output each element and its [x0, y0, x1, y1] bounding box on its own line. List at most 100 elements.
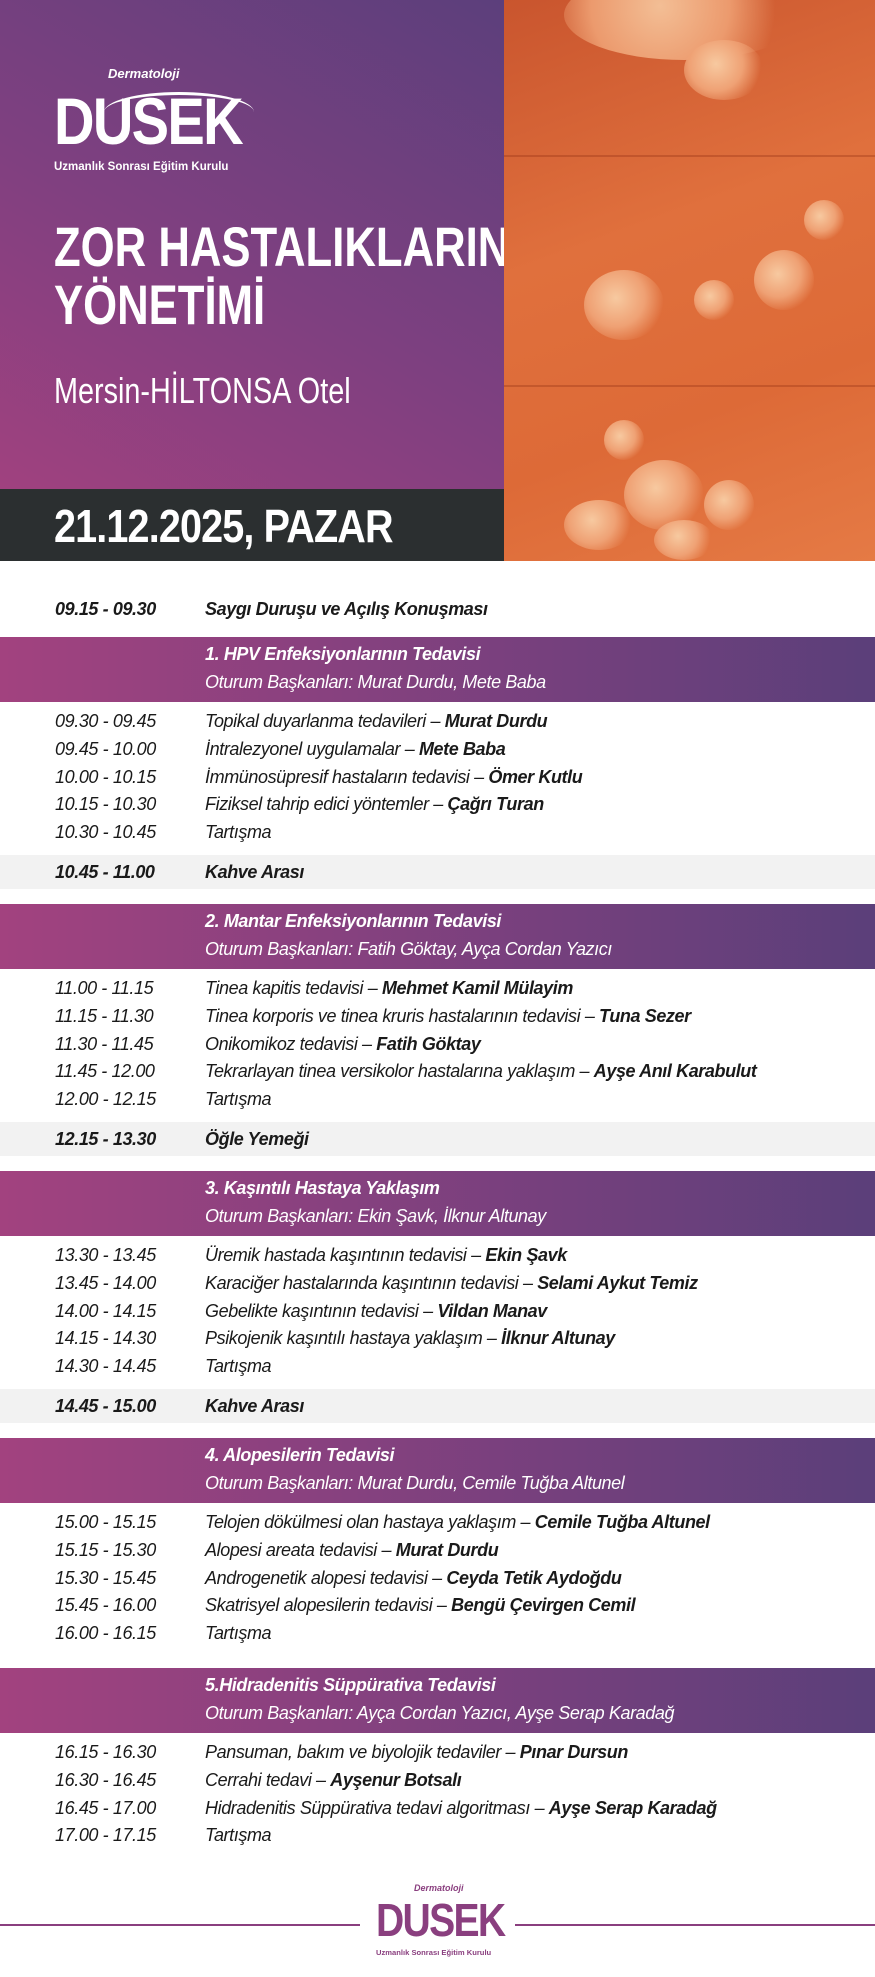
- talk-row: 11.30 - 11.45 Onikomikoz tedavisi – Fatih…: [0, 1031, 875, 1059]
- talk-speaker: Ayşenur Botsalı: [330, 1769, 462, 1790]
- time-label: 10.30 - 10.45: [55, 822, 156, 843]
- talk-topic: Hidradenitis Süppürativa tedavi algoritm…: [205, 1797, 549, 1818]
- time-label: 14.00 - 14.15: [55, 1300, 156, 1321]
- time-label: 12.15 - 13.30: [55, 1128, 156, 1149]
- session-talks: 13.30 - 13.45 Üremik hastada kaşıntının t…: [0, 1242, 875, 1381]
- session-title: 5.Hidradenitis Süppürativa Tedavisi: [205, 1674, 496, 1695]
- time-label: 16.30 - 16.45: [55, 1769, 156, 1790]
- talk-topic: Karaciğer hastalarında kaşıntının tedavi…: [205, 1272, 538, 1293]
- time-label: 15.30 - 15.45: [55, 1567, 156, 1588]
- talk-description: Cerrahi tedavi – Ayşenur Botsalı: [205, 1767, 462, 1795]
- talk-speaker: Bengü Çevirgen Cemil: [451, 1595, 636, 1616]
- talk-row: 14.30 - 14.45 Tartışma: [0, 1353, 875, 1381]
- time-label: 11.30 - 11.45: [55, 1033, 154, 1054]
- time-label: 14.15 - 14.30: [55, 1328, 156, 1349]
- footer-logo-main-text: DUSEK: [376, 1894, 506, 1946]
- talk-row: 10.30 - 10.45 Tartışma: [0, 819, 875, 847]
- talk-row: 15.30 - 15.45 Androgenetik alopesi tedavi…: [0, 1565, 875, 1593]
- talk-speaker: Pınar Dursun: [519, 1741, 629, 1762]
- talk-topic: İmmünosüpresif hastaların tedavisi –: [205, 766, 489, 787]
- talk-description: Pansuman, bakım ve biyolojik tedaviler –…: [205, 1739, 628, 1767]
- talk-topic: Tartışma: [205, 822, 272, 843]
- talk-topic: Psikojenik kaşıntılı hastaya yaklaşım –: [205, 1328, 502, 1349]
- talk-description: Skatrisyel alopesilerin tedavisi – Bengü…: [205, 1592, 636, 1620]
- opening-row: 09.15 - 09.30 Saygı Duruşu ve Açılış Konu…: [0, 590, 875, 628]
- session-chairs: Oturum Başkanları: Murat Durdu, Mete Bab…: [205, 672, 546, 692]
- title-line-2: YÖNETİMİ: [54, 273, 266, 336]
- footer-divider-right: [515, 1924, 875, 1926]
- session-header: 2. Mantar Enfeksiyonlarının Tedavisi Otur…: [0, 903, 875, 969]
- time-label: 12.00 - 12.15: [55, 1089, 156, 1110]
- session-header: 1. HPV Enfeksiyonlarının Tedavisi Oturum …: [0, 637, 875, 702]
- event-venue: Mersin-HİLTONSA Otel: [54, 370, 351, 411]
- talk-description: Gebelikte kaşıntının tedavisi – Vildan M…: [205, 1298, 547, 1326]
- footer-dusek-logo: Dermatoloji DUSEK Uzmanlık Sonrası Eğiti…: [376, 1882, 506, 1968]
- talk-row: 16.45 - 17.00 Hidradenitis Süppürativa te…: [0, 1795, 875, 1823]
- talk-description: Karaciğer hastalarında kaşıntının tedavi…: [205, 1270, 698, 1298]
- time-label: 10.15 - 10.30: [55, 794, 156, 815]
- talk-topic: Pansuman, bakım ve biyolojik tedaviler –: [205, 1741, 520, 1762]
- talk-description: İntralezyonel uygulamalar – Mete Baba: [205, 736, 506, 764]
- item-title: Saygı Duruşu ve Açılış Konuşması: [205, 599, 488, 619]
- date-bar: 21.12.2025, PAZAR: [0, 489, 504, 561]
- event-date: 21.12.2025, PAZAR: [54, 500, 394, 552]
- talk-topic: Tartışma: [205, 1089, 272, 1110]
- break-row: 12.15 - 13.30 Öğle Yemeği: [0, 1121, 875, 1156]
- talk-row: 14.15 - 14.30 Psikojenik kaşıntılı hastay…: [0, 1325, 875, 1353]
- time-label: 15.15 - 15.30: [55, 1539, 156, 1560]
- session-chairs: Oturum Başkanları: Murat Durdu, Cemile T…: [205, 1472, 625, 1493]
- talk-topic: Skatrisyel alopesilerin tedavisi –: [205, 1595, 452, 1616]
- talk-description: Tartışma: [205, 819, 272, 847]
- session-talks: 11.00 - 11.15 Tinea kapitis tedavisi – Me…: [0, 975, 875, 1114]
- session-talks: 16.15 - 16.30 Pansuman, bakım ve biyoloji…: [0, 1739, 875, 1850]
- talk-speaker: Ayşe Serap Karadağ: [548, 1797, 717, 1818]
- break-row: 14.45 - 15.00 Kahve Arası: [0, 1388, 875, 1423]
- talk-topic: Tekrarlayan tinea versikolor hastalarına…: [205, 1061, 594, 1082]
- talk-speaker: Cemile Tuğba Altunel: [534, 1511, 710, 1532]
- talk-speaker: Tuna Sezer: [599, 1005, 691, 1026]
- talk-description: Psikojenik kaşıntılı hastaya yaklaşım – …: [205, 1325, 615, 1353]
- event-title: ZOR HASTALIKLARIN YÖNETİMİ: [54, 218, 509, 334]
- talk-row: 13.30 - 13.45 Üremik hastada kaşıntının t…: [0, 1242, 875, 1270]
- talk-speaker: Ekin Şavk: [485, 1244, 567, 1265]
- time-label: 16.45 - 17.00: [55, 1797, 156, 1818]
- time-label: 17.00 - 17.15: [55, 1825, 156, 1846]
- talk-row: 09.45 - 10.00 İntralezyonel uygulamalar –…: [0, 736, 875, 764]
- talk-description: Hidradenitis Süppürativa tedavi algoritm…: [205, 1795, 717, 1823]
- break-row: 10.45 - 11.00 Kahve Arası: [0, 854, 875, 889]
- session-header: 3. Kaşıntılı Hastaya Yaklaşım Oturum Başk…: [0, 1170, 875, 1236]
- talk-row: 17.00 - 17.15 Tartışma: [0, 1822, 875, 1850]
- talk-speaker: İlknur Altunay: [501, 1328, 615, 1349]
- talk-description: Tartışma: [205, 1822, 272, 1850]
- session-header: 4. Alopesilerin Tedavisi Oturum Başkanlar…: [0, 1437, 875, 1503]
- talk-speaker: Murat Durdu: [444, 711, 548, 731]
- time-label: 16.00 - 16.15: [55, 1623, 156, 1644]
- logo-arc: [104, 92, 254, 132]
- footer-divider-left: [0, 1924, 360, 1926]
- talk-row: 16.30 - 16.45 Cerrahi tedavi – Ayşenur Bo…: [0, 1767, 875, 1795]
- footer: Dermatoloji DUSEK Uzmanlık Sonrası Eğiti…: [0, 1878, 875, 1973]
- time-label: 14.30 - 14.45: [55, 1356, 156, 1377]
- talk-description: Onikomikoz tedavisi – Fatih Göktay: [205, 1031, 481, 1059]
- footer-logo-sub-text: Uzmanlık Sonrası Eğitim Kurulu: [376, 1948, 492, 1957]
- talk-description: Androgenetik alopesi tedavisi – Ceyda Te…: [205, 1565, 622, 1593]
- time-label: 10.45 - 11.00: [55, 861, 155, 882]
- item-title: Öğle Yemeği: [205, 1128, 309, 1149]
- talk-row: 10.00 - 10.15 İmmünosüpresif hastaların t…: [0, 764, 875, 792]
- talk-description: Tartışma: [205, 1353, 272, 1381]
- talk-speaker: Ceyda Tetik Aydoğdu: [446, 1567, 622, 1588]
- talk-description: Tekrarlayan tinea versikolor hastalarına…: [205, 1058, 757, 1086]
- talk-speaker: Vildan Manav: [437, 1300, 547, 1321]
- talk-row: 15.15 - 15.30 Alopesi areata tedavisi – M…: [0, 1537, 875, 1565]
- time-label: 16.15 - 16.30: [55, 1741, 156, 1762]
- session-talks: 09.30 - 09.45 Topikal duyarlanma tedavile…: [0, 708, 875, 847]
- talk-topic: Androgenetik alopesi tedavisi –: [205, 1567, 447, 1588]
- skin-lesion-photo: [504, 0, 875, 561]
- talk-row: 11.15 - 11.30 Tinea korporis ve tinea kru…: [0, 1003, 875, 1031]
- talk-row: 11.00 - 11.15 Tinea kapitis tedavisi – Me…: [0, 975, 875, 1003]
- talk-speaker: Ayşe Anıl Karabulut: [593, 1061, 757, 1082]
- talk-row: 15.00 - 15.15 Telojen dökülmesi olan hast…: [0, 1509, 875, 1537]
- talk-topic: Üremik hastada kaşıntının tedavisi –: [205, 1244, 486, 1265]
- talk-description: Topikal duyarlanma tedavileri – Murat Du…: [205, 708, 548, 736]
- talk-description: Fiziksel tahrip edici yöntemler – Çağrı …: [205, 791, 544, 819]
